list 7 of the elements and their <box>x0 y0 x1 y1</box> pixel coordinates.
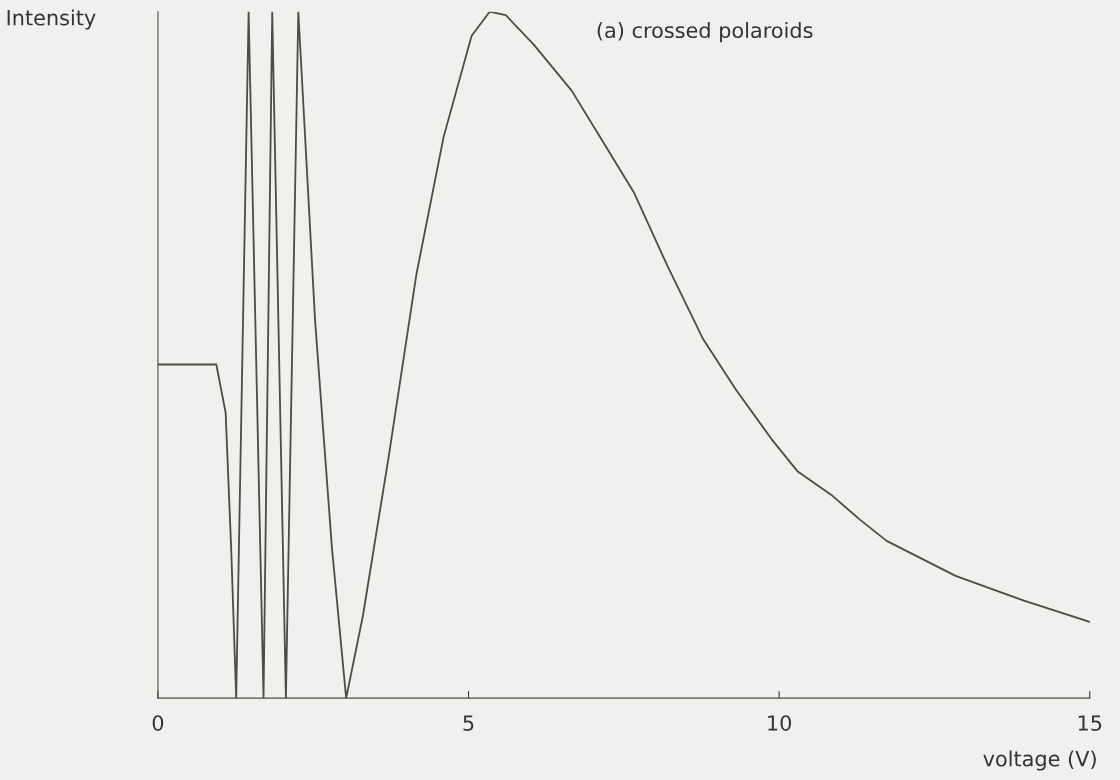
y-axis-title: Intensity <box>7 9 96 30</box>
x-tick-label: 5 <box>463 715 474 731</box>
x-tick-label: 0 <box>152 715 164 731</box>
x-tick-label: 10 <box>768 715 792 731</box>
x-tick-label: 15 <box>1078 715 1102 731</box>
x-axis-title: voltage (V) <box>983 750 1096 771</box>
chart-title: (a) crossed polaroids <box>597 22 813 43</box>
